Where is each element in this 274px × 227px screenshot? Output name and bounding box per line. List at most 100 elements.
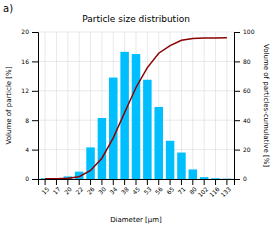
tick-label: 65 [165, 185, 175, 195]
x-axis-tick: 20 [63, 179, 73, 196]
tick-mark [136, 179, 137, 185]
y-axis-tick: 8 [25, 117, 38, 124]
tick-label: 4 [25, 146, 29, 153]
grid-line-x [226, 32, 227, 179]
tick-mark [67, 179, 68, 185]
y2-axis-tick: 0 [234, 175, 247, 182]
y2-axis-tick: 60 [234, 87, 251, 94]
x-axis: 1517202226303438455356657180102116133 [39, 179, 235, 198]
tick-label: 0 [243, 175, 247, 182]
y-axis-tick: 0 [25, 175, 38, 182]
tick-mark [181, 179, 182, 185]
tick-label: 12 [21, 87, 29, 94]
tick-label: 60 [243, 87, 251, 94]
tick-label: 30 [97, 185, 107, 195]
grid-line-x [192, 32, 193, 179]
tick-label: 56 [154, 185, 164, 195]
tick-mark [32, 179, 38, 180]
x-axis-tick: 17 [51, 179, 61, 196]
tick-mark [101, 179, 102, 185]
y-axis-tick: 4 [25, 146, 38, 153]
tick-mark [158, 179, 159, 185]
tick-label: 16 [21, 58, 29, 65]
chart: 0481216200204060801001517202226303438455… [0, 0, 274, 227]
line [45, 38, 227, 179]
x-axis-title: Diameter [μm] [110, 216, 162, 224]
y2-axis: 0 20 40 60 80 100 [234, 28, 255, 182]
bar [223, 178, 232, 179]
tick-mark [32, 91, 38, 92]
bar [98, 118, 107, 179]
tick-label: 26 [85, 185, 95, 195]
tick-mark [234, 32, 240, 33]
tick-mark [204, 179, 205, 185]
tick-label: 38 [119, 185, 129, 195]
y-axis-tick: 12 [21, 87, 38, 94]
tick-mark [56, 179, 57, 185]
tick-label: 8 [25, 117, 29, 124]
y-axis-title: Volume of particle [%] [5, 66, 13, 144]
title: Particle size distribution [82, 14, 190, 24]
grid-line-x [45, 32, 46, 179]
x-axis-line [39, 180, 235, 186]
tick-mark [234, 91, 240, 92]
plot: 0481216200204060801001517202226303438455… [21, 28, 254, 198]
tick-label: 20 [63, 185, 73, 195]
tick-label: 15 [40, 185, 50, 195]
x-axis-tick: 45 [131, 179, 141, 196]
x-axis-tick: 15 [40, 179, 50, 196]
y2-axis-tick: 100 [234, 28, 255, 35]
bar [154, 107, 163, 179]
tick-mark [32, 32, 38, 33]
tick-label: 34 [108, 185, 118, 195]
grid-line-x [204, 32, 205, 179]
tick-mark [124, 179, 125, 185]
tick-mark [192, 179, 193, 185]
y-axis: 0 4 8 12 16 20 [21, 28, 38, 182]
y2-axis-tick: 40 [234, 117, 251, 124]
bar-series [41, 52, 231, 179]
x-axis-tick: 102 [196, 179, 209, 198]
y-axis-tick: 16 [21, 58, 38, 65]
tick-mark [79, 179, 80, 185]
tick-mark [147, 179, 148, 185]
tick-label: 133 [219, 185, 232, 198]
y2-axis-tick: 20 [234, 146, 251, 153]
y2-axis-tick: 80 [234, 58, 251, 65]
x-axis-tick: 22 [74, 179, 84, 196]
x-axis-tick: 133 [219, 179, 232, 198]
tick-mark [215, 179, 216, 185]
tick-mark [113, 179, 114, 185]
bar [211, 178, 220, 179]
x-axis-tick: 26 [85, 179, 95, 196]
tick-label: 17 [51, 185, 61, 195]
x-axis-tick: 38 [119, 179, 129, 196]
x-axis-tick: 53 [142, 179, 152, 196]
tick-mark [234, 150, 240, 151]
bar [120, 52, 129, 179]
tick-mark [32, 120, 38, 121]
tick-mark [32, 150, 38, 151]
bar [189, 169, 198, 179]
x-axis-tick: 56 [154, 179, 164, 196]
bar [143, 80, 152, 179]
grid-line-x [215, 32, 216, 179]
tick-mark [90, 179, 91, 185]
x-axis-tick: 34 [108, 179, 118, 196]
y-axis-line [32, 33, 39, 180]
panel-label: a) [3, 3, 13, 14]
y2-axis-title: Volume of particles-cumulative [%] [262, 44, 270, 167]
tick-label: 53 [142, 185, 152, 195]
tick-label: 40 [243, 117, 251, 124]
marks [41, 38, 231, 179]
y-axis-tick: 20 [21, 28, 38, 35]
tick-label: 100 [243, 28, 255, 35]
tick-mark [234, 120, 240, 121]
grid-line-x [56, 32, 57, 179]
tick-label: 20 [243, 146, 251, 153]
x-axis-tick: 71 [176, 179, 186, 196]
tick-label: 0 [25, 175, 29, 182]
tick-label: 102 [196, 185, 209, 198]
tick-mark [32, 61, 38, 62]
x-axis-tick: 65 [165, 179, 175, 196]
